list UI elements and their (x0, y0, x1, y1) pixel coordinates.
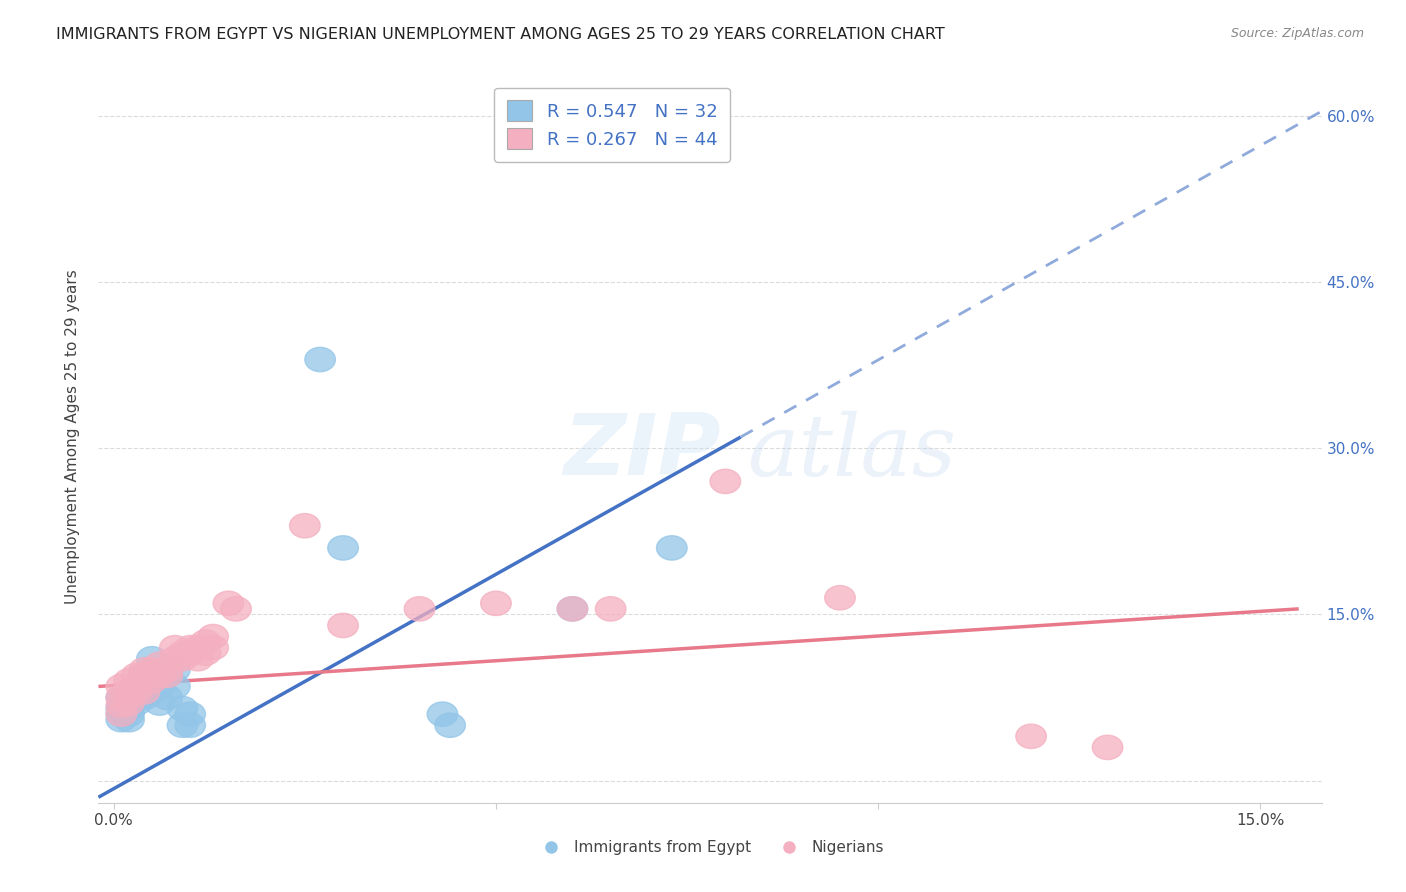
Ellipse shape (160, 657, 190, 682)
Ellipse shape (328, 614, 359, 638)
Ellipse shape (174, 641, 205, 665)
Ellipse shape (129, 685, 160, 710)
Ellipse shape (129, 669, 160, 693)
Ellipse shape (657, 536, 688, 560)
Ellipse shape (1092, 735, 1123, 760)
Ellipse shape (190, 630, 221, 655)
Ellipse shape (114, 685, 145, 710)
Ellipse shape (114, 669, 145, 693)
Ellipse shape (129, 663, 160, 688)
Ellipse shape (114, 702, 145, 726)
Ellipse shape (290, 514, 321, 538)
Ellipse shape (167, 647, 198, 671)
Ellipse shape (145, 663, 174, 688)
Ellipse shape (167, 697, 198, 721)
Ellipse shape (152, 685, 183, 710)
Legend: Immigrants from Egypt, Nigerians: Immigrants from Egypt, Nigerians (530, 834, 890, 861)
Ellipse shape (152, 657, 183, 682)
Ellipse shape (105, 693, 136, 717)
Ellipse shape (136, 680, 167, 704)
Ellipse shape (434, 713, 465, 738)
Text: atlas: atlas (747, 410, 956, 493)
Ellipse shape (114, 707, 145, 731)
Ellipse shape (221, 597, 252, 621)
Ellipse shape (152, 663, 183, 688)
Ellipse shape (121, 691, 152, 715)
Ellipse shape (121, 674, 152, 698)
Text: IMMIGRANTS FROM EGYPT VS NIGERIAN UNEMPLOYMENT AMONG AGES 25 TO 29 YEARS CORRELA: IMMIGRANTS FROM EGYPT VS NIGERIAN UNEMPL… (56, 27, 945, 42)
Ellipse shape (145, 652, 174, 676)
Ellipse shape (136, 669, 167, 693)
Ellipse shape (121, 663, 152, 688)
Ellipse shape (136, 647, 167, 671)
Ellipse shape (114, 697, 145, 721)
Text: ZIP: ZIP (564, 410, 721, 493)
Ellipse shape (114, 685, 145, 710)
Ellipse shape (105, 702, 136, 726)
Ellipse shape (121, 680, 152, 704)
Ellipse shape (825, 585, 855, 610)
Ellipse shape (167, 713, 198, 738)
Ellipse shape (160, 647, 190, 671)
Ellipse shape (167, 641, 198, 665)
Ellipse shape (557, 597, 588, 621)
Ellipse shape (105, 674, 136, 698)
Ellipse shape (710, 469, 741, 493)
Ellipse shape (198, 635, 228, 660)
Ellipse shape (174, 635, 205, 660)
Ellipse shape (121, 680, 152, 704)
Ellipse shape (129, 680, 160, 704)
Ellipse shape (183, 635, 214, 660)
Ellipse shape (105, 697, 136, 721)
Ellipse shape (160, 674, 190, 698)
Ellipse shape (105, 702, 136, 726)
Ellipse shape (129, 657, 160, 682)
Ellipse shape (136, 657, 167, 682)
Ellipse shape (1015, 724, 1046, 748)
Ellipse shape (214, 591, 243, 615)
Ellipse shape (114, 691, 145, 715)
Ellipse shape (328, 536, 359, 560)
Ellipse shape (105, 685, 136, 710)
Ellipse shape (190, 641, 221, 665)
Ellipse shape (114, 680, 145, 704)
Text: Source: ZipAtlas.com: Source: ZipAtlas.com (1230, 27, 1364, 40)
Y-axis label: Unemployment Among Ages 25 to 29 years: Unemployment Among Ages 25 to 29 years (65, 269, 80, 605)
Ellipse shape (160, 635, 190, 660)
Ellipse shape (145, 674, 174, 698)
Ellipse shape (174, 713, 205, 738)
Ellipse shape (404, 597, 434, 621)
Ellipse shape (129, 663, 160, 688)
Ellipse shape (174, 702, 205, 726)
Ellipse shape (427, 702, 458, 726)
Ellipse shape (183, 647, 214, 671)
Ellipse shape (121, 674, 152, 698)
Ellipse shape (557, 597, 588, 621)
Ellipse shape (481, 591, 512, 615)
Ellipse shape (105, 685, 136, 710)
Ellipse shape (595, 597, 626, 621)
Ellipse shape (152, 663, 183, 688)
Ellipse shape (145, 691, 174, 715)
Ellipse shape (105, 707, 136, 731)
Ellipse shape (198, 624, 228, 648)
Ellipse shape (305, 347, 336, 372)
